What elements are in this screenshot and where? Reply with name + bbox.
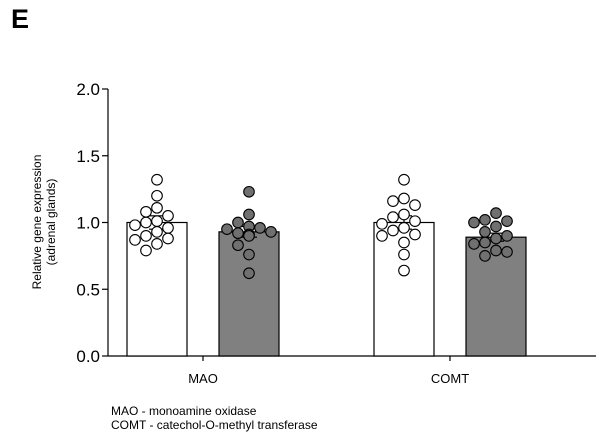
- data-point: [398, 221, 410, 234]
- data-point: [151, 173, 163, 186]
- data-point: [490, 207, 502, 220]
- data-point: [129, 234, 141, 246]
- data-point: [129, 219, 141, 232]
- data-point: [387, 195, 399, 207]
- data-point: [151, 225, 163, 238]
- y-tick-label: 1.5: [76, 147, 100, 166]
- data-point: [479, 225, 491, 238]
- data-point: [151, 201, 163, 214]
- data-point: [243, 208, 255, 221]
- data-point: [140, 230, 152, 242]
- data-point: [490, 232, 502, 245]
- data-point: [479, 250, 491, 262]
- data-point: [376, 217, 388, 230]
- data-point: [265, 225, 277, 238]
- data-point: [221, 223, 233, 236]
- y-axis-label-line: Relative gene expression: [30, 155, 44, 290]
- data-point: [398, 236, 410, 249]
- data-point: [243, 248, 255, 261]
- data-point: [387, 211, 399, 224]
- data-point: [162, 209, 174, 222]
- bar-chart: Relative gene expression (adrenal glands)…: [30, 80, 596, 386]
- data-point: [409, 228, 421, 241]
- data-point: [409, 215, 421, 228]
- data-points: [129, 173, 513, 280]
- footnote-mao: MAO - monoamine oxidase: [111, 404, 257, 418]
- data-point: [501, 230, 513, 242]
- x-tick-label: MAO: [188, 371, 218, 386]
- data-point: [140, 205, 152, 218]
- data-point: [232, 227, 244, 240]
- data-point: [243, 230, 255, 242]
- data-point: [409, 199, 421, 211]
- y-axis-label: Relative gene expression (adrenal glands): [30, 155, 58, 290]
- data-point: [254, 221, 266, 234]
- panel-letter: E: [11, 4, 30, 34]
- data-point: [468, 238, 480, 250]
- data-point: [490, 220, 502, 233]
- footnotes: MAO - monoamine oxidase COMT - catechol-…: [111, 404, 318, 432]
- data-point: [490, 244, 502, 257]
- tick-labels: 0.0 0.5 1.0 1.5 2.0 MAO COMT: [76, 80, 469, 386]
- data-point: [243, 267, 255, 280]
- data-point: [151, 238, 163, 250]
- footnote-comt: COMT - catechol-O-methyl transferase: [111, 418, 318, 432]
- data-point: [501, 215, 513, 228]
- data-point: [398, 208, 410, 221]
- data-point: [398, 264, 410, 277]
- data-point: [232, 239, 244, 252]
- y-tick-label: 2.0: [76, 80, 100, 99]
- data-point: [376, 230, 388, 242]
- data-point: [479, 236, 491, 249]
- data-point: [468, 216, 480, 229]
- data-point: [398, 192, 410, 205]
- data-point: [501, 246, 513, 258]
- data-point: [398, 173, 410, 186]
- data-point: [387, 224, 399, 237]
- data-point: [479, 213, 491, 226]
- data-point: [243, 185, 255, 198]
- data-point: [398, 248, 410, 261]
- data-point: [232, 216, 244, 229]
- data-point: [140, 244, 152, 257]
- x-tick-label: COMT: [431, 371, 469, 386]
- data-point: [140, 216, 152, 229]
- data-point: [162, 221, 174, 234]
- y-tick-label: 0.0: [76, 347, 100, 366]
- data-point: [151, 215, 163, 228]
- data-point: [151, 189, 163, 202]
- bars: [126, 215, 527, 357]
- y-tick-label: 1.0: [76, 214, 100, 233]
- y-tick-label: 0.5: [76, 280, 100, 299]
- y-axis-label-line: (adrenal glands): [44, 179, 58, 266]
- data-point: [162, 232, 174, 245]
